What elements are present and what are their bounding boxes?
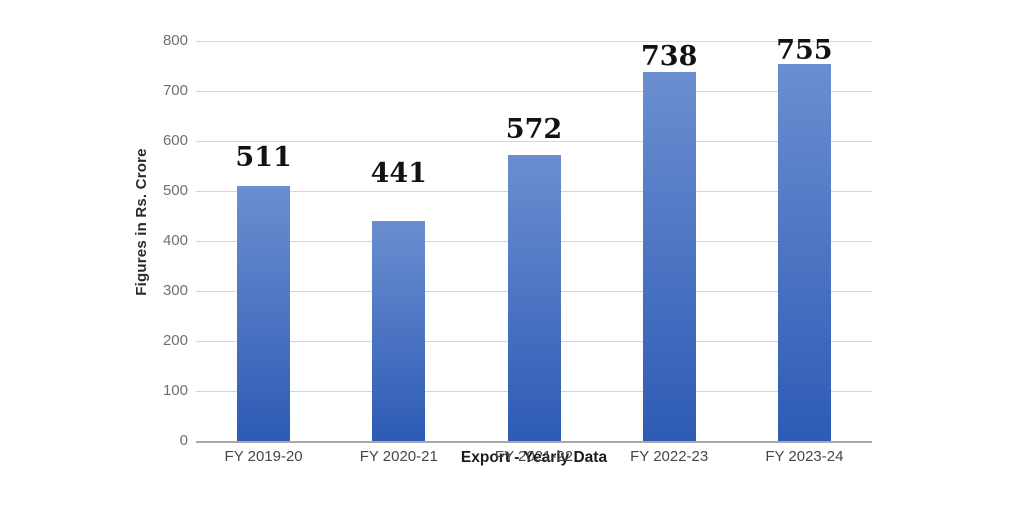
bar-value-label: 738 bbox=[641, 41, 698, 72]
y-tick-label: 700 bbox=[162, 82, 188, 99]
bar bbox=[507, 155, 561, 441]
x-tick-label: FY 2019-20 bbox=[224, 448, 303, 465]
bar bbox=[237, 185, 291, 441]
y-tick-label: 800 bbox=[162, 32, 188, 49]
bar-value-label: 441 bbox=[370, 157, 427, 189]
bar bbox=[372, 220, 426, 441]
x-tick-label: FY 2020-21 bbox=[359, 448, 438, 465]
gridline bbox=[196, 141, 872, 142]
gridline bbox=[196, 91, 872, 92]
plot-area bbox=[196, 41, 872, 443]
y-tick-label: 300 bbox=[162, 282, 188, 299]
y-tick-label: 600 bbox=[162, 132, 188, 149]
y-tick-label: 500 bbox=[162, 182, 188, 199]
bar-value-label: 755 bbox=[776, 34, 833, 66]
x-tick-label: FY 2021-22 bbox=[494, 448, 574, 465]
gridline bbox=[196, 41, 872, 42]
x-tick-label: FY 2022-23 bbox=[630, 448, 709, 465]
bar bbox=[777, 63, 831, 441]
bar bbox=[642, 72, 696, 441]
y-tick-label: 100 bbox=[162, 382, 188, 399]
bar-value-label: 511 bbox=[235, 141, 292, 173]
y-tick-label: 200 bbox=[162, 332, 188, 349]
x-axis-title: Export - Yearly Data bbox=[460, 449, 608, 466]
x-axis-line bbox=[196, 441, 872, 443]
bar-value-label: 572 bbox=[505, 114, 563, 145]
y-tick-label: 0 bbox=[179, 432, 188, 449]
x-tick-label: FY 2023-24 bbox=[765, 448, 844, 465]
y-tick-label: 400 bbox=[162, 232, 188, 249]
